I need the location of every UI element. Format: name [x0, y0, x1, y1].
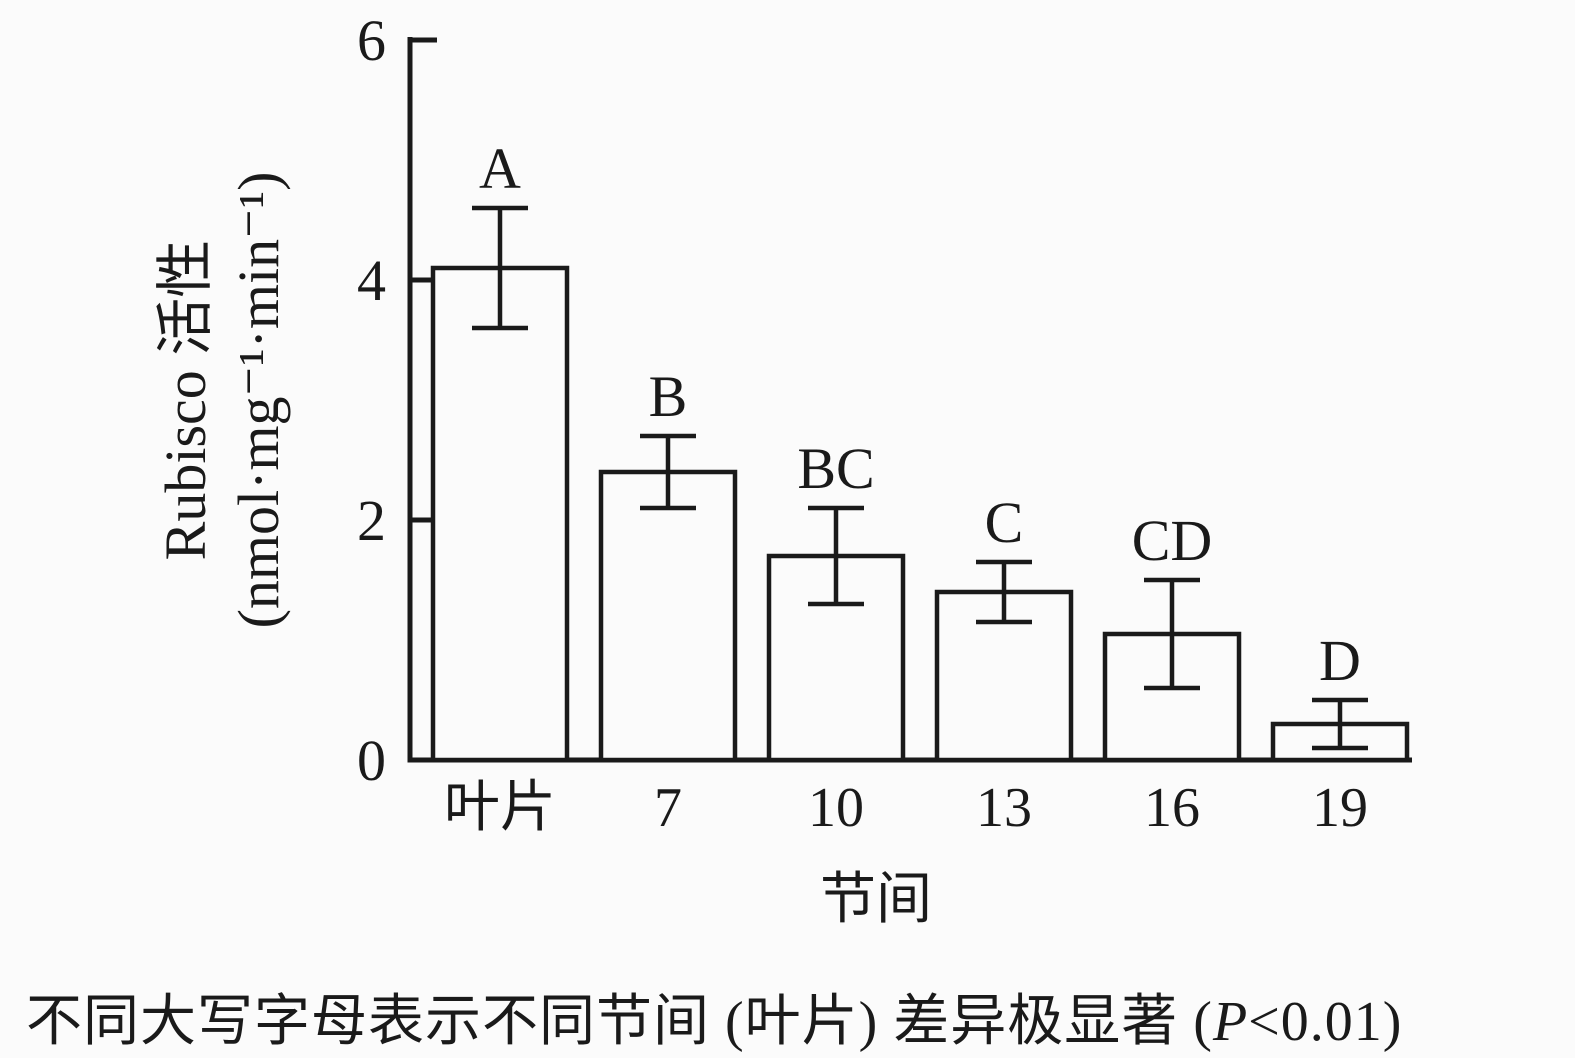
y-tick-label: 0	[357, 728, 386, 793]
caption-text: 不同大写字母表示不同节间 (叶片) 差异极显著 (	[26, 991, 1213, 1053]
sig-letter: C	[985, 490, 1024, 555]
y-tick-label: 6	[357, 8, 386, 73]
x-tick-label: 10	[808, 777, 864, 839]
y-tick-label: 4	[357, 248, 386, 313]
sig-letter: BC	[797, 436, 874, 501]
bar-1	[430, 265, 570, 763]
sig-letter: B	[649, 364, 688, 429]
bar-chart-canvas: 0 2 4 6 A 叶片 B 7 BC 10 C 13 CD 16 D 19 节间 Rubisco 活性 (nmol…	[153, 8, 1412, 931]
x-tick-label: 叶片	[444, 777, 556, 839]
y-axis-title-line1: Rubisco 活性	[153, 240, 218, 561]
x-axis-title: 节间	[820, 869, 932, 931]
x-tick-label: 16	[1144, 777, 1200, 839]
sig-letter: A	[479, 136, 521, 201]
y-tick-label: 2	[357, 488, 386, 553]
sig-letter: CD	[1132, 508, 1213, 573]
x-tick-label: 19	[1312, 777, 1368, 839]
x-tick-label: 7	[654, 777, 682, 839]
bar-2	[598, 469, 738, 763]
caption-pvalue: <0.01)	[1248, 991, 1403, 1053]
sig-letter: D	[1319, 628, 1361, 693]
x-tick-label: 13	[976, 777, 1032, 839]
y-axis-title-line2: (nmol·mg⁻¹·min⁻¹)	[226, 172, 291, 629]
figure-caption: 不同大写字母表示不同节间 (叶片) 差异极显著 (P<0.01)	[26, 976, 1566, 1057]
caption-p-italic: P	[1212, 991, 1249, 1053]
